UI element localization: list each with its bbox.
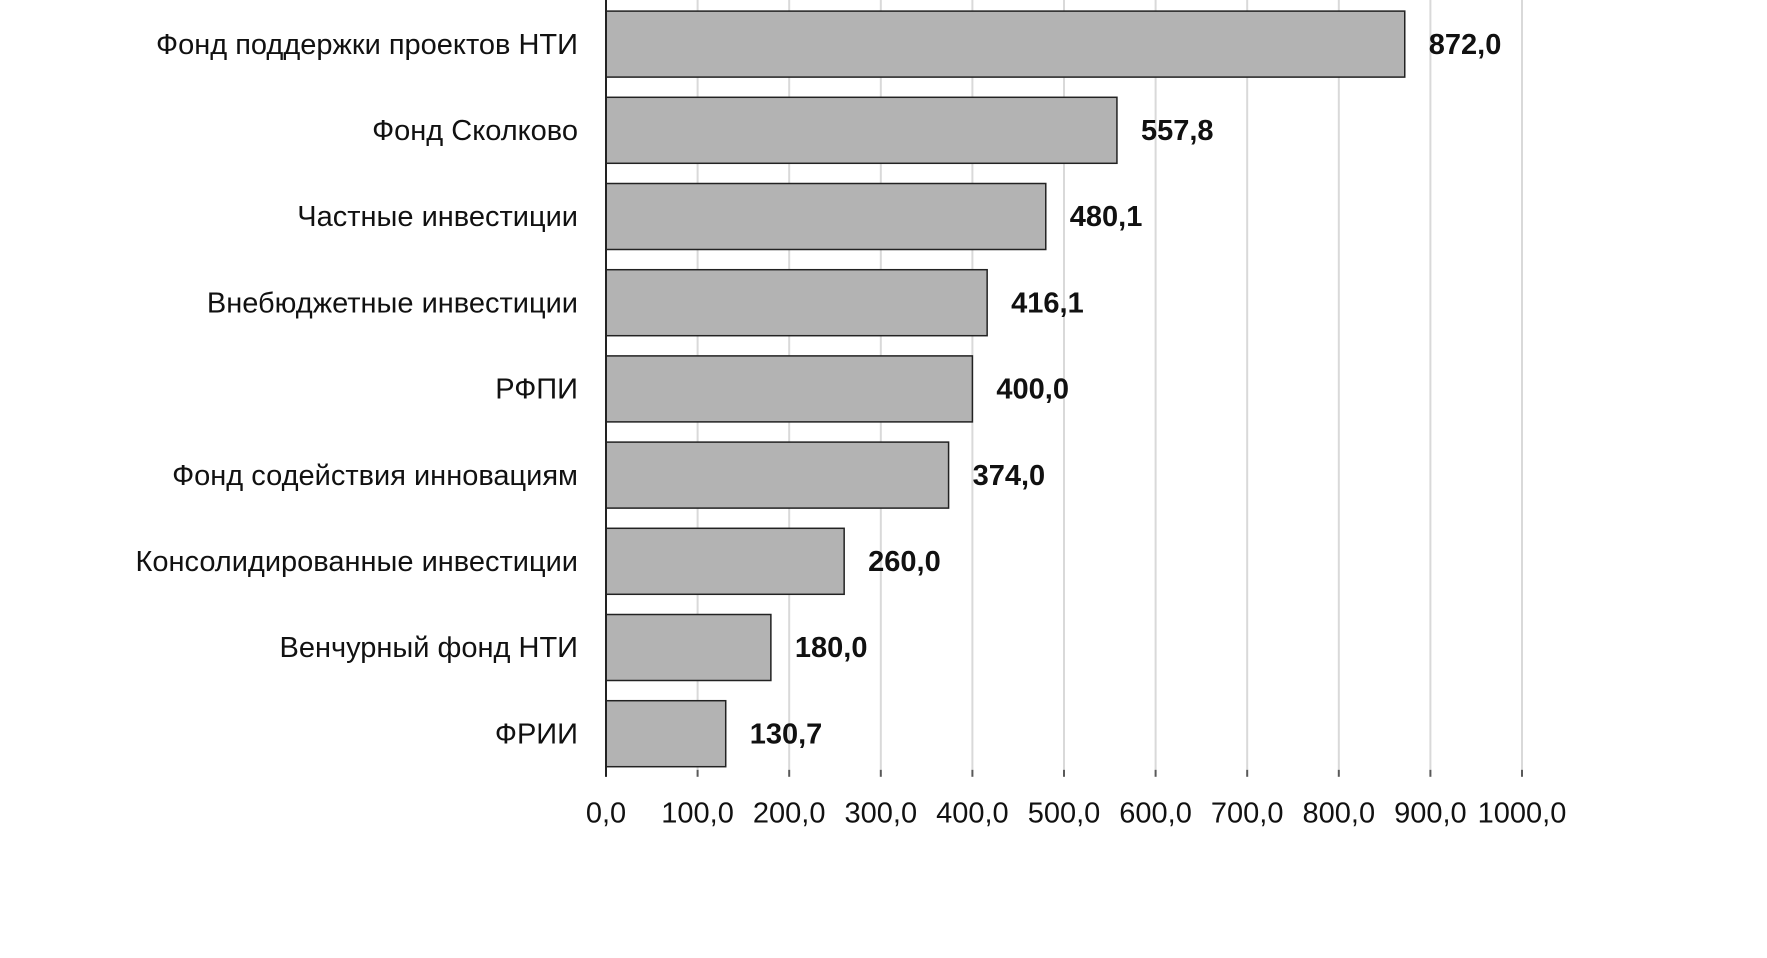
bar	[605, 182, 1047, 251]
x-tick-label: 700,0	[1211, 797, 1284, 829]
y-tick-label: РФПИ	[495, 374, 578, 406]
value-label: 480,1	[1070, 201, 1143, 233]
bar	[605, 96, 1118, 165]
value-label: 260,0	[868, 546, 941, 578]
y-tick-label: Фонд Сколково	[372, 115, 578, 147]
y-tick-label: Внебюджетные инвестиции	[207, 287, 578, 319]
y-tick-label: Венчурный фонд НТИ	[280, 632, 579, 664]
value-label: 416,1	[1011, 287, 1084, 319]
y-tick-label: Фонд содействия инновациям	[172, 460, 578, 492]
value-label: 130,7	[750, 718, 823, 750]
bar	[605, 527, 845, 596]
value-label: 374,0	[973, 460, 1046, 492]
value-label: 872,0	[1429, 29, 1502, 61]
x-tick-label: 1000,0	[1478, 797, 1567, 829]
value-label: 180,0	[795, 632, 868, 664]
bar	[605, 355, 974, 423]
bar	[605, 268, 988, 337]
x-tick-label: 600,0	[1119, 797, 1192, 829]
x-tick-label: 800,0	[1303, 797, 1376, 829]
bar	[605, 10, 1406, 78]
y-tick-label: Частные инвестиции	[297, 201, 578, 233]
value-label: 400,0	[996, 374, 1069, 406]
x-tick-label: 500,0	[1028, 797, 1101, 829]
bar	[605, 699, 727, 768]
x-tick-label: 100,0	[661, 797, 734, 829]
y-tick-label: Фонд поддержки проектов НТИ	[156, 29, 578, 61]
x-tick-label: 300,0	[845, 797, 918, 829]
bar	[605, 441, 950, 509]
bar	[605, 613, 772, 682]
x-tick-label: 400,0	[936, 797, 1009, 829]
x-tick-label: 200,0	[753, 797, 826, 829]
x-tick-label: 0,0	[586, 797, 626, 829]
value-label: 557,8	[1141, 115, 1214, 147]
y-tick-label: ФРИИ	[495, 718, 578, 750]
x-tick-label: 900,0	[1394, 797, 1467, 829]
y-tick-label: Консолидированные инвестиции	[135, 546, 578, 578]
